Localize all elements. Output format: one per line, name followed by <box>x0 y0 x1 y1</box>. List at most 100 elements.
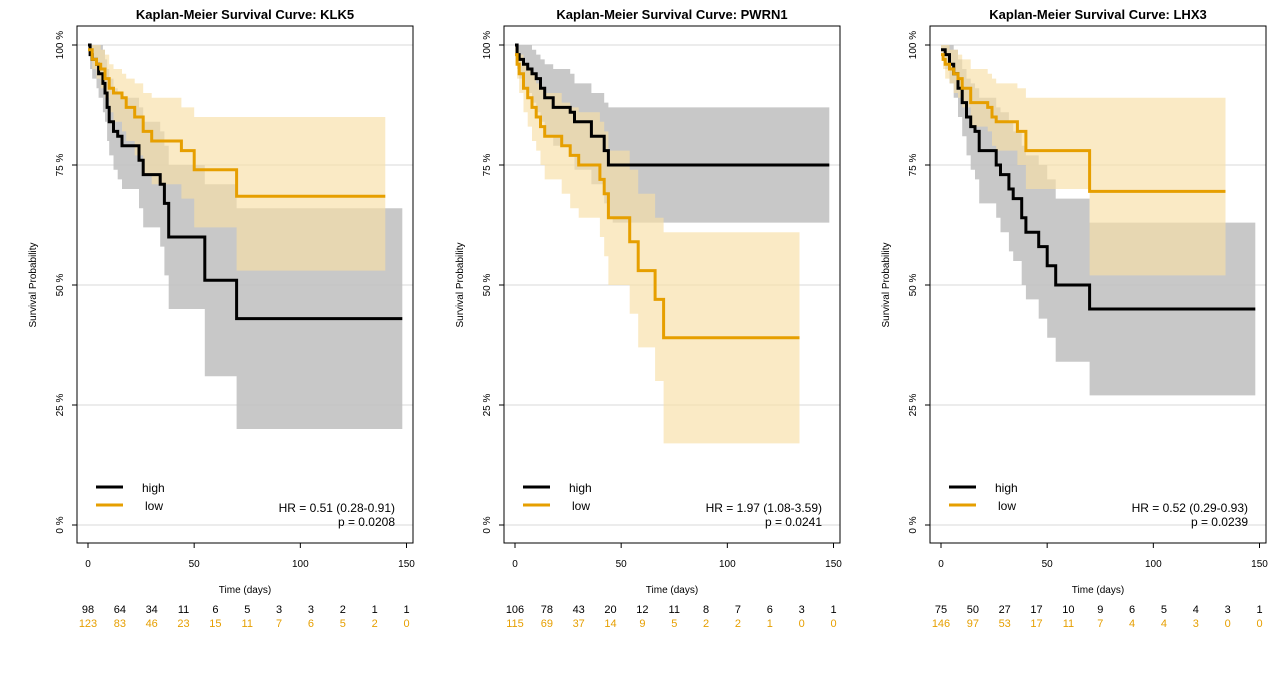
survival-line-low <box>941 53 1226 193</box>
x-axis-title: Time (days) <box>219 585 271 596</box>
risk-count-high: 3 <box>308 604 314 616</box>
y-tick-label: 75 % <box>482 153 493 176</box>
y-tick-label: 25 % <box>908 393 919 416</box>
risk-count-low: 2 <box>735 618 741 630</box>
risk-count-high: 2 <box>340 604 346 616</box>
risk-count-high: 7 <box>735 604 741 616</box>
y-tick-label: 0 % <box>482 516 493 533</box>
hazard-ratio-text: HR = 1.97 (1.08-3.59) <box>706 501 822 515</box>
risk-count-high: 34 <box>146 604 158 616</box>
ci-band-low <box>88 45 386 271</box>
risk-count-low: 0 <box>799 618 805 630</box>
risk-count-high: 11 <box>669 604 680 616</box>
risk-count-low: 46 <box>146 618 158 630</box>
risk-count-high: 3 <box>276 604 282 616</box>
x-tick-label: 150 <box>825 559 842 570</box>
risk-count-high: 5 <box>1161 604 1167 616</box>
risk-count-high: 6 <box>1129 604 1135 616</box>
risk-count-low: 115 <box>506 618 524 630</box>
y-tick-label: 0 % <box>55 516 66 533</box>
y-tick-label: 50 % <box>55 273 66 296</box>
risk-count-high: 43 <box>573 604 585 616</box>
risk-count-high: 50 <box>967 604 979 616</box>
risk-count-low: 1 <box>767 618 773 630</box>
risk-count-high: 4 <box>1193 604 1199 616</box>
risk-count-low: 0 <box>830 618 836 630</box>
risk-count-low: 9 <box>639 618 645 630</box>
risk-count-low: 6 <box>308 618 314 630</box>
risk-count-high: 9 <box>1097 604 1103 616</box>
risk-count-low: 23 <box>177 618 189 630</box>
km-panel-3: Kaplan-Meier Survival Curve: LHX3 0 % 25 %… <box>881 7 1268 630</box>
risk-count-low: 7 <box>1097 618 1103 630</box>
risk-count-high: 8 <box>703 604 709 616</box>
x-tick-label: 100 <box>292 559 309 570</box>
risk-count-low: 37 <box>573 618 585 630</box>
risk-count-high: 1 <box>372 604 378 616</box>
x-tick-label: 50 <box>616 559 628 570</box>
legend-label-high: high <box>142 481 165 495</box>
x-tick-label: 100 <box>719 559 736 570</box>
chart-title: Kaplan-Meier Survival Curve: LHX3 <box>989 7 1206 22</box>
x-tick-label: 50 <box>1042 559 1054 570</box>
risk-count-low: 0 <box>1225 618 1231 630</box>
ci-band-low <box>941 45 1226 276</box>
y-tick-label: 100 % <box>55 31 66 59</box>
risk-count-low: 97 <box>967 618 979 630</box>
y-tick-label: 25 % <box>55 393 66 416</box>
y-axis-title: Survival Probability <box>455 242 466 327</box>
risk-count-high: 98 <box>82 604 94 616</box>
risk-count-low: 2 <box>372 618 378 630</box>
risk-count-high: 6 <box>212 604 218 616</box>
y-tick-label: 100 % <box>908 31 919 59</box>
x-tick-label: 150 <box>398 559 415 570</box>
km-panel-2: Kaplan-Meier Survival Curve: PWRN1 0 % 25 … <box>455 7 842 630</box>
ci-band-low <box>515 45 800 444</box>
x-tick-label: 0 <box>512 559 518 570</box>
x-tick-label: 50 <box>189 559 201 570</box>
p-value-text: p = 0.0239 <box>1191 515 1248 529</box>
risk-count-high: 1 <box>1256 604 1262 616</box>
risk-count-high: 78 <box>541 604 553 616</box>
y-tick-label: 50 % <box>908 273 919 296</box>
risk-count-high: 27 <box>999 604 1011 616</box>
chart-title: Kaplan-Meier Survival Curve: PWRN1 <box>556 7 787 22</box>
risk-count-high: 1 <box>830 604 836 616</box>
risk-count-low: 5 <box>671 618 677 630</box>
y-tick-label: 100 % <box>482 31 493 59</box>
risk-count-high: 20 <box>604 604 616 616</box>
risk-count-low: 146 <box>932 618 950 630</box>
survival-line-high <box>515 43 830 167</box>
survival-line-low <box>88 48 386 198</box>
km-panel-1: Kaplan-Meier Survival Curve: KLK5 0 % 25 %… <box>28 7 415 630</box>
risk-count-high: 11 <box>178 604 189 616</box>
p-value-text: p = 0.0208 <box>338 515 395 529</box>
risk-count-low: 2 <box>703 618 709 630</box>
legend-label-low: low <box>572 499 590 513</box>
legend-label-high: high <box>995 481 1018 495</box>
hazard-ratio-text: HR = 0.52 (0.29-0.93) <box>1132 501 1248 515</box>
y-tick-label: 75 % <box>908 153 919 176</box>
risk-count-high: 75 <box>935 604 947 616</box>
risk-count-high: 64 <box>114 604 126 616</box>
y-axis-title: Survival Probability <box>881 242 892 327</box>
y-tick-label: 0 % <box>908 516 919 533</box>
risk-count-low: 17 <box>1030 618 1042 630</box>
risk-count-low: 15 <box>209 618 221 630</box>
survival-line-low <box>515 53 800 340</box>
legend-label-low: low <box>998 499 1016 513</box>
y-tick-label: 25 % <box>482 393 493 416</box>
risk-count-low: 69 <box>541 618 553 630</box>
hazard-ratio-text: HR = 0.51 (0.28-0.91) <box>279 501 395 515</box>
risk-count-high: 5 <box>244 604 250 616</box>
risk-count-high: 3 <box>799 604 805 616</box>
risk-count-high: 12 <box>636 604 648 616</box>
x-tick-label: 0 <box>938 559 944 570</box>
y-tick-label: 75 % <box>55 153 66 176</box>
risk-count-low: 11 <box>242 618 253 630</box>
risk-count-low: 5 <box>340 618 346 630</box>
risk-count-low: 0 <box>403 618 409 630</box>
y-tick-label: 50 % <box>482 273 493 296</box>
y-axis-title: Survival Probability <box>28 242 39 327</box>
